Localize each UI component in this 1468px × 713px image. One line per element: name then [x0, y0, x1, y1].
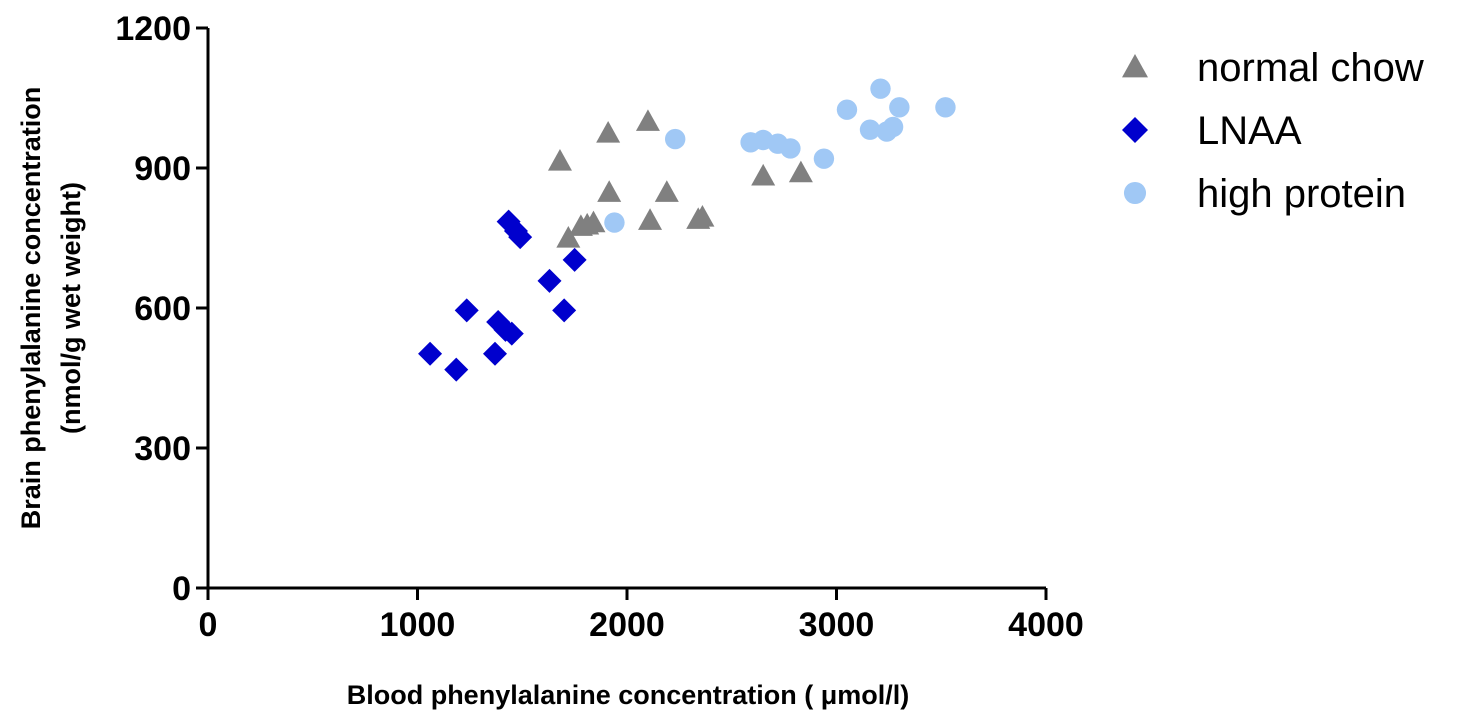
data-point [581, 210, 606, 233]
data-point [690, 205, 715, 227]
legend-item: LNAA [1122, 109, 1302, 153]
data-point [537, 268, 562, 293]
data-points [418, 78, 956, 382]
data-point [596, 121, 621, 143]
x-axis-title: Blood phenylalanine concentration ( μmol… [347, 680, 910, 710]
x-tick-label: 0 [199, 606, 218, 644]
data-point [454, 298, 479, 323]
y-axis-title-line2: (nmol/g wet weight) [56, 182, 86, 434]
x-tick-label: 4000 [1008, 606, 1084, 644]
data-point [556, 226, 581, 248]
y-tick-label: 300 [134, 430, 191, 468]
x-tick-label: 3000 [799, 606, 875, 644]
data-point [882, 116, 904, 138]
x-tick-label: 1000 [380, 606, 456, 644]
circle-icon [1123, 181, 1147, 205]
y-tick-label: 900 [134, 150, 191, 188]
series-lnaa [418, 209, 587, 382]
data-point [935, 97, 956, 118]
x-tick-labels: 0 1000 2000 3000 4000 [199, 606, 1084, 644]
legend-item: high protein [1123, 172, 1406, 216]
data-point [418, 341, 443, 366]
data-point [483, 341, 508, 366]
y-tick-label: 1200 [115, 10, 191, 48]
data-point [751, 163, 776, 186]
data-point [780, 138, 801, 159]
data-point [635, 109, 660, 131]
y-tick-label: 0 [172, 570, 191, 608]
x-tick-label: 2000 [589, 606, 665, 644]
data-point [499, 321, 524, 346]
series-normal-chow [547, 109, 813, 248]
data-point [597, 180, 622, 202]
data-point [547, 149, 572, 171]
data-point [813, 148, 835, 169]
data-point [552, 298, 577, 323]
legend-label: LNAA [1197, 109, 1302, 153]
legend-label: high protein [1197, 172, 1406, 216]
legend: normal chow LNAA high protein [1122, 46, 1424, 216]
y-tick-labels: 0 300 600 900 1200 [115, 10, 191, 608]
legend-label: normal chow [1197, 46, 1424, 90]
data-point [604, 212, 625, 233]
data-point [562, 247, 587, 272]
y-axis-title-line1: Brain phenylalanine concentration [16, 87, 46, 530]
data-point [654, 180, 679, 202]
data-point [664, 128, 686, 150]
data-point [788, 160, 813, 183]
axes [196, 26, 1048, 600]
data-point [444, 357, 469, 382]
data-point [508, 225, 533, 250]
series-high-protein [604, 78, 956, 233]
data-point [870, 78, 891, 99]
y-tick-label: 600 [134, 290, 191, 328]
data-point [836, 99, 858, 120]
data-point [889, 97, 910, 118]
data-point [638, 208, 663, 230]
data-point [859, 119, 881, 140]
triangle-icon [1122, 54, 1148, 78]
diamond-icon [1122, 117, 1148, 143]
legend-item: normal chow [1122, 46, 1424, 90]
